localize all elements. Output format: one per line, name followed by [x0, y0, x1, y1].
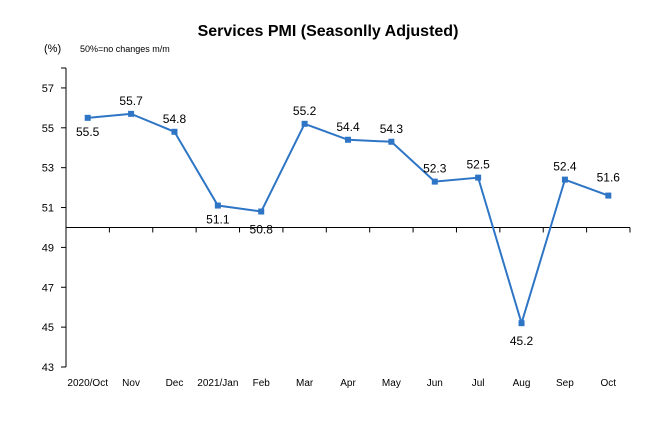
data-point-marker	[84, 114, 91, 121]
x-tick-label: Jun	[427, 378, 443, 389]
x-tick-label: Nov	[122, 378, 140, 389]
x-tick-label: 2020/Oct	[67, 378, 108, 389]
y-tick-label: 47	[42, 282, 54, 294]
pmi-series-markers	[84, 110, 612, 327]
x-tick-label: Dec	[166, 378, 184, 389]
data-label: 55.2	[293, 104, 317, 118]
data-label: 51.1	[206, 213, 230, 227]
data-point-marker	[431, 178, 438, 185]
data-point-marker	[258, 208, 265, 215]
x-tick-label: Mar	[296, 378, 314, 389]
y-tick-label: 57	[42, 83, 54, 95]
data-labels: 55.5 55.7 54.8 51.1 50.8 55.2 54.4 54.3 52.3 52.5…	[76, 94, 620, 348]
chart-axes	[65, 68, 631, 367]
y-axis-unit: (%)	[44, 43, 61, 55]
data-label: 55.5	[76, 125, 100, 139]
y-tick-label: 45	[42, 322, 54, 334]
data-point-marker	[605, 192, 612, 199]
y-tick-label: 55	[42, 123, 54, 135]
data-point-marker	[345, 136, 351, 143]
data-point-marker	[214, 202, 221, 209]
data-label: 50.8	[250, 223, 274, 237]
x-tick-label: Aug	[513, 378, 531, 389]
y-tick-label: 51	[42, 203, 54, 215]
y-tick-label: 53	[42, 163, 54, 175]
x-tick-label: Oct	[601, 378, 617, 389]
x-tick-label: 2021/Jan	[197, 378, 238, 389]
data-label: 54.4	[336, 120, 360, 134]
x-tick-label: Jul	[472, 378, 485, 389]
data-point-marker	[128, 110, 135, 117]
x-axis-ticks: 2020/Oct Nov Dec 2021/Jan Feb Mar Apr May Jun Jul…	[67, 378, 616, 389]
data-point-marker	[171, 128, 178, 135]
chart-title: Services PMI (Seasonlly Adjusted)	[198, 23, 459, 40]
data-label: 55.7	[119, 94, 143, 108]
data-label: 54.8	[163, 112, 187, 126]
data-label: 54.3	[380, 122, 404, 136]
data-label: 52.5	[466, 158, 490, 172]
data-point-marker	[301, 120, 308, 127]
pmi-series-line	[87, 112, 609, 327]
y-tick-label: 49	[42, 242, 54, 254]
y-axis-ticks: 57 55 53 51 49 47 45 43	[42, 67, 66, 374]
data-point-marker	[475, 174, 482, 181]
x-tick-label: Sep	[556, 378, 574, 389]
data-label: 51.6	[597, 171, 621, 185]
data-label: 52.4	[553, 160, 577, 174]
y-tick-label: 43	[42, 362, 54, 374]
data-label: 52.3	[423, 162, 447, 176]
data-point-marker	[518, 320, 525, 327]
x-tick-label: May	[382, 378, 401, 389]
data-point-marker	[561, 176, 568, 183]
data-label: 45.2	[510, 334, 534, 348]
x-tick-label: Apr	[340, 378, 356, 389]
chart-note: 50%=no changes m/m	[80, 44, 170, 54]
data-point-marker	[388, 138, 395, 145]
x-tick-label: Feb	[253, 378, 271, 389]
